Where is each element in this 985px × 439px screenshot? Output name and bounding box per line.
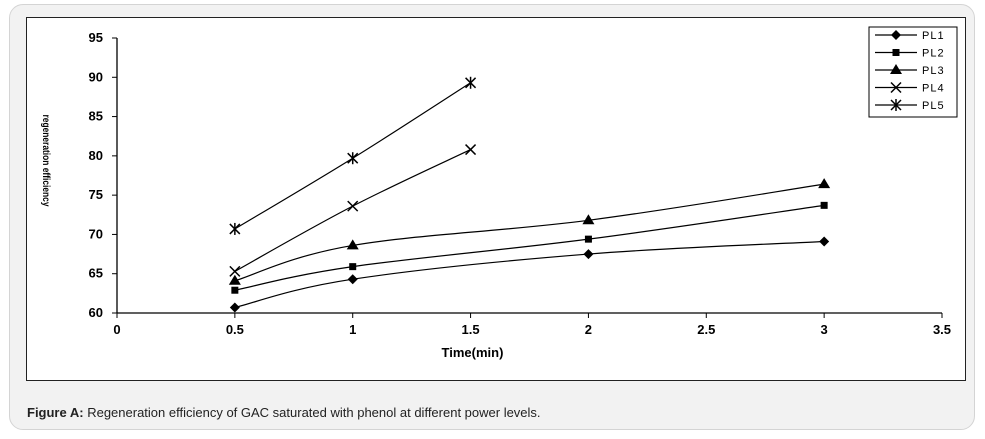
figure-caption: Figure A: Regeneration efficiency of GAC… [27, 405, 541, 420]
triangle-marker [890, 64, 902, 74]
y-axis-label: regeneration efficiency [40, 115, 51, 207]
x-tick-label: 1.5 [462, 322, 480, 337]
x-tick-label: 1 [349, 322, 356, 337]
x-marker [890, 81, 902, 94]
diamond-marker [891, 30, 901, 40]
series-pl2 [231, 201, 828, 294]
x-axis-label: Time(min) [442, 345, 504, 360]
legend-entry: PL4 [875, 81, 945, 95]
asterisk-marker [347, 152, 359, 165]
x-tick-label: 2 [585, 322, 592, 337]
triangle-marker [228, 274, 241, 285]
series-line [234, 204, 825, 291]
legend-label: PL4 [922, 83, 945, 95]
triangle-marker [818, 178, 831, 189]
legend-entry: PL3 [875, 64, 945, 77]
y-tick-label: 65 [89, 266, 103, 281]
triangle-marker [346, 239, 359, 250]
diamond-marker [229, 302, 240, 313]
x-marker [229, 265, 241, 277]
square-marker [231, 286, 239, 294]
series-pl3 [228, 178, 831, 285]
y-tick-label: 85 [89, 109, 103, 124]
series-layer [228, 76, 831, 313]
x-marker [465, 144, 477, 156]
x-marker [347, 200, 359, 212]
x-marker-stroke [890, 81, 902, 94]
y-tick-label: 90 [89, 69, 103, 84]
y-tick-label: 80 [89, 148, 103, 163]
series-line [234, 183, 825, 282]
series-line [234, 240, 825, 309]
legend-label: PL2 [922, 48, 945, 60]
x-marker-stroke [347, 200, 359, 212]
square-marker [349, 263, 357, 271]
asterisk-marker [890, 99, 902, 111]
legend-entry: PL5 [875, 99, 945, 112]
x-tick-label: 3 [821, 322, 828, 337]
diamond-marker [583, 249, 594, 260]
x-marker-stroke [465, 144, 477, 156]
square-marker [892, 49, 900, 56]
legend-box [868, 26, 958, 118]
y-tick-label: 60 [89, 305, 103, 320]
series-pl4 [229, 144, 477, 277]
series-line [234, 149, 471, 272]
y-tick-label: 95 [89, 30, 103, 45]
diamond-marker [819, 236, 830, 247]
diamond-marker [347, 274, 358, 285]
x-tick-label: 0.5 [226, 322, 244, 337]
series-pl5 [229, 76, 477, 235]
x-tick-label: 3.5 [933, 322, 951, 337]
x-tick-label: 0 [113, 322, 120, 337]
x-tick-label: 2.5 [697, 322, 715, 337]
legend-entry: PL1 [875, 30, 945, 42]
y-tick-label: 70 [89, 226, 103, 241]
square-marker [584, 235, 592, 243]
caption-text: Regeneration efficiency of GAC saturated… [87, 405, 541, 420]
legend-entry: PL2 [875, 48, 945, 60]
y-tick-label: 75 [89, 187, 103, 202]
series-pl1 [229, 236, 830, 313]
legend-label: PL3 [922, 65, 945, 77]
legend-label: PL1 [922, 30, 945, 42]
legend-label: PL5 [922, 100, 945, 112]
x-marker-stroke [229, 265, 241, 277]
chart-panel [26, 17, 966, 381]
asterisk-marker [465, 76, 477, 89]
asterisk-marker [229, 222, 241, 235]
caption-label: Figure A: [27, 405, 84, 420]
triangle-marker [582, 214, 595, 225]
axes: 60 65 70 75 80 85 90 95 0 0.5 1 1.5 2 2.5 3 3.5 Time(min… [40, 30, 951, 360]
square-marker [820, 201, 828, 209]
legend: PL1 PL2 PL3 PL4 PL5 [868, 26, 958, 118]
